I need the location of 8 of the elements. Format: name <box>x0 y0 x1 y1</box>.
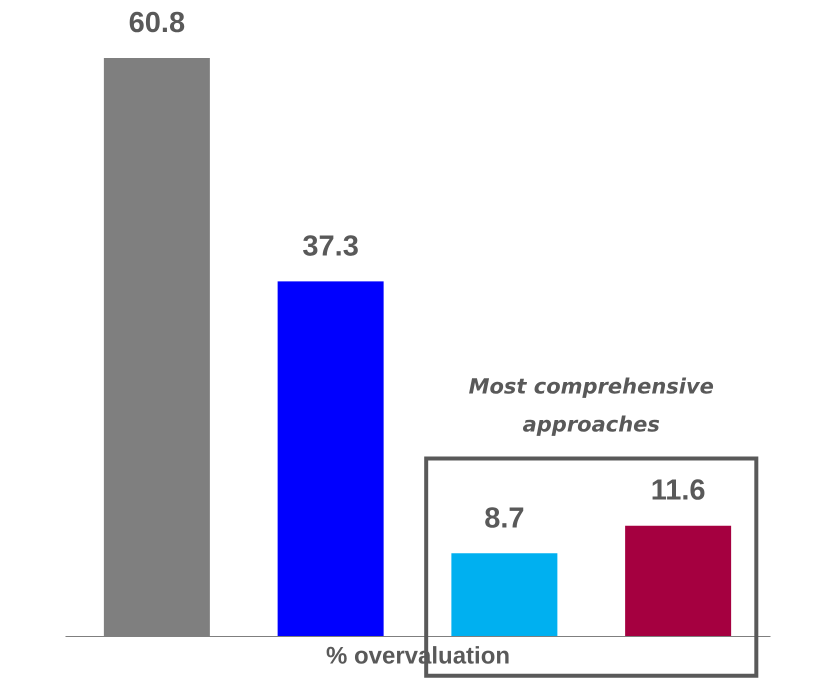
data-label: 37.3 <box>302 230 359 262</box>
bar <box>451 553 558 636</box>
data-label: 60.8 <box>128 7 186 39</box>
data-label: 11.6 <box>650 474 706 507</box>
bar <box>625 526 732 636</box>
annotation: Most comprehensive approaches <box>468 374 714 436</box>
data-label: 8.7 <box>484 502 525 534</box>
bar <box>278 281 384 636</box>
